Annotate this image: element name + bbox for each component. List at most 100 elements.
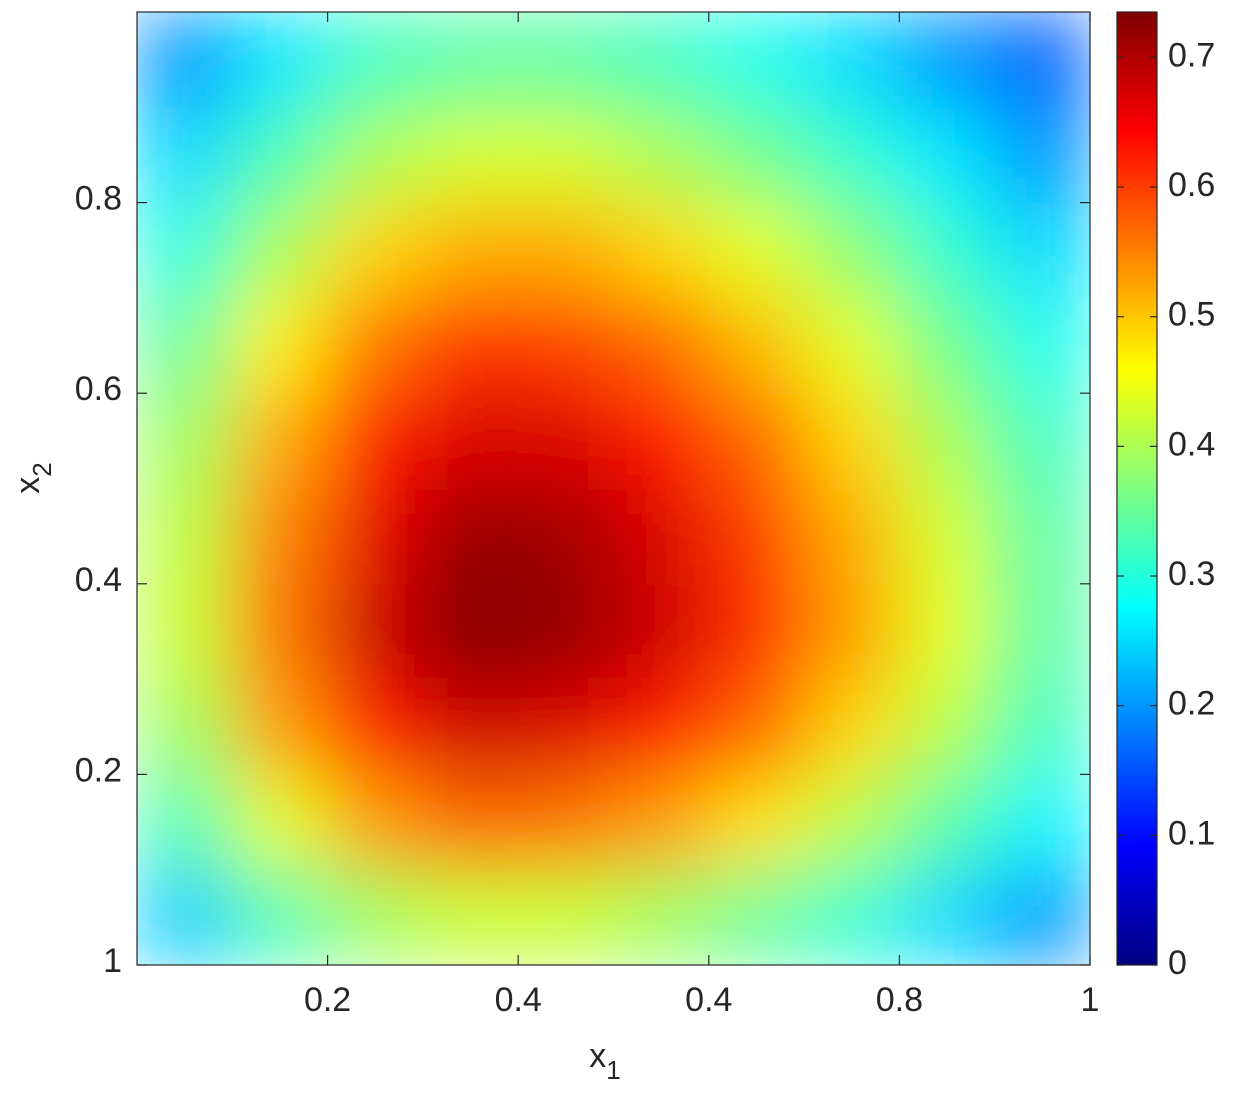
heatmap-cell bbox=[994, 869, 1090, 965]
heatmap-cell bbox=[422, 12, 519, 108]
heatmap-cell bbox=[327, 202, 424, 299]
heatmap-cell bbox=[708, 583, 805, 680]
y-label-base: x bbox=[9, 477, 47, 494]
colorbar-tick-label: 0.2 bbox=[1168, 685, 1215, 723]
heatmap-cell bbox=[422, 583, 519, 680]
x-tick-label: 0.8 bbox=[876, 981, 923, 1019]
heatmap-cell bbox=[231, 773, 329, 871]
plot-area bbox=[137, 12, 1090, 965]
colorbar-tick-label: 0.1 bbox=[1168, 814, 1215, 852]
heatmap-cell bbox=[327, 297, 424, 394]
heatmap-cell bbox=[137, 392, 233, 489]
heatmap-cell bbox=[422, 202, 519, 299]
heatmap-cell bbox=[137, 678, 233, 775]
y-tick-label: 0.6 bbox=[75, 370, 122, 408]
heatmap-cell bbox=[803, 488, 900, 585]
heatmap-cell bbox=[517, 202, 614, 299]
heatmap-cell bbox=[327, 488, 424, 585]
heatmap-cell bbox=[803, 773, 900, 871]
heatmap-cell bbox=[708, 773, 805, 871]
heatmap-cell bbox=[994, 202, 1090, 299]
heatmap-cell bbox=[231, 106, 329, 204]
colorbar-tick-label: 0.6 bbox=[1168, 166, 1215, 204]
heatmap-cell bbox=[613, 773, 710, 871]
heatmap-cell bbox=[517, 773, 614, 871]
colorbar-tick-label: 0.7 bbox=[1168, 36, 1215, 74]
heatmap-cell bbox=[231, 869, 329, 965]
heatmap-cell bbox=[613, 869, 710, 965]
heatmap-cell bbox=[517, 12, 614, 108]
heatmap-cell bbox=[327, 583, 424, 680]
heatmap-cell bbox=[708, 12, 805, 108]
y-label-sub: 2 bbox=[27, 462, 57, 476]
colorbar-tick-label: 0.5 bbox=[1168, 296, 1215, 334]
y-tick-label: 0.2 bbox=[75, 751, 122, 789]
heatmap-cell bbox=[708, 678, 805, 775]
heatmap-cell bbox=[898, 202, 996, 299]
heatmap-cell bbox=[137, 869, 233, 965]
heatmap-cell bbox=[517, 392, 614, 489]
x-tick-label: 0.4 bbox=[685, 981, 732, 1019]
heatmap bbox=[137, 12, 1090, 965]
heatmap-cell bbox=[803, 297, 900, 394]
heatmap-cell bbox=[803, 869, 900, 965]
y-axis-label: x2 bbox=[9, 462, 57, 493]
heatmap-cell bbox=[898, 773, 996, 871]
heatmap-cell bbox=[898, 678, 996, 775]
heatmap-cell bbox=[137, 106, 233, 204]
heatmap-cell bbox=[517, 583, 614, 680]
heatmap-cell bbox=[708, 869, 805, 965]
heatmap-cell bbox=[994, 488, 1090, 585]
x-tick-label: 1 bbox=[1081, 981, 1100, 1019]
heatmap-cell bbox=[994, 583, 1090, 680]
heatmap-cell bbox=[517, 488, 614, 585]
heatmap-cell bbox=[898, 106, 996, 204]
heatmap-cell bbox=[708, 106, 805, 204]
colorbar-tick-label: 0.3 bbox=[1168, 555, 1215, 593]
heatmap-cell bbox=[994, 297, 1090, 394]
heatmap-cell bbox=[422, 678, 519, 775]
colorbar-tick-label: 0.4 bbox=[1168, 425, 1215, 463]
x-tick-label: 0.4 bbox=[495, 981, 542, 1019]
heatmap-cell bbox=[898, 12, 996, 108]
heatmap-cell bbox=[994, 106, 1090, 204]
heatmap-cell bbox=[137, 583, 233, 680]
heatmap-cell bbox=[803, 392, 900, 489]
heatmap-cell bbox=[708, 202, 805, 299]
heatmap-cell bbox=[613, 202, 710, 299]
heatmap-cell bbox=[803, 106, 900, 204]
heatmap-cell bbox=[803, 678, 900, 775]
heatmap-cell bbox=[231, 392, 329, 489]
heatmap-cell bbox=[422, 869, 519, 965]
heatmap-cell bbox=[994, 12, 1090, 108]
heatmap-cell bbox=[803, 583, 900, 680]
heatmap-cell bbox=[613, 488, 710, 585]
heatmap-cell bbox=[517, 297, 614, 394]
heatmap-cell bbox=[517, 106, 614, 204]
heatmap-cell bbox=[898, 583, 996, 680]
heatmap-cell bbox=[613, 106, 710, 204]
heatmap-cell bbox=[898, 297, 996, 394]
heatmap-cell bbox=[231, 488, 329, 585]
heatmap-cell bbox=[137, 12, 233, 108]
heatmap-cell bbox=[327, 392, 424, 489]
heatmap-cell bbox=[137, 202, 233, 299]
heatmap-cell bbox=[708, 488, 805, 585]
heatmap-cell bbox=[327, 106, 424, 204]
heatmap-cell bbox=[231, 583, 329, 680]
y-tick-label: 1 bbox=[103, 942, 122, 980]
heatmap-cell bbox=[613, 12, 710, 108]
x-label-sub: 1 bbox=[606, 1055, 620, 1085]
heatmap-cell bbox=[517, 869, 614, 965]
heatmap-cell bbox=[327, 869, 424, 965]
heatmap-cell bbox=[422, 773, 519, 871]
heatmap-cell bbox=[327, 773, 424, 871]
heatmap-cell bbox=[613, 297, 710, 394]
heatmap-cell bbox=[898, 392, 996, 489]
heatmap-cell bbox=[708, 297, 805, 394]
heatmap-cell bbox=[327, 12, 424, 108]
heatmap-cell bbox=[137, 773, 233, 871]
heatmap-cell bbox=[231, 12, 329, 108]
heatmap-cell bbox=[422, 488, 519, 585]
heatmap-cell bbox=[994, 678, 1090, 775]
